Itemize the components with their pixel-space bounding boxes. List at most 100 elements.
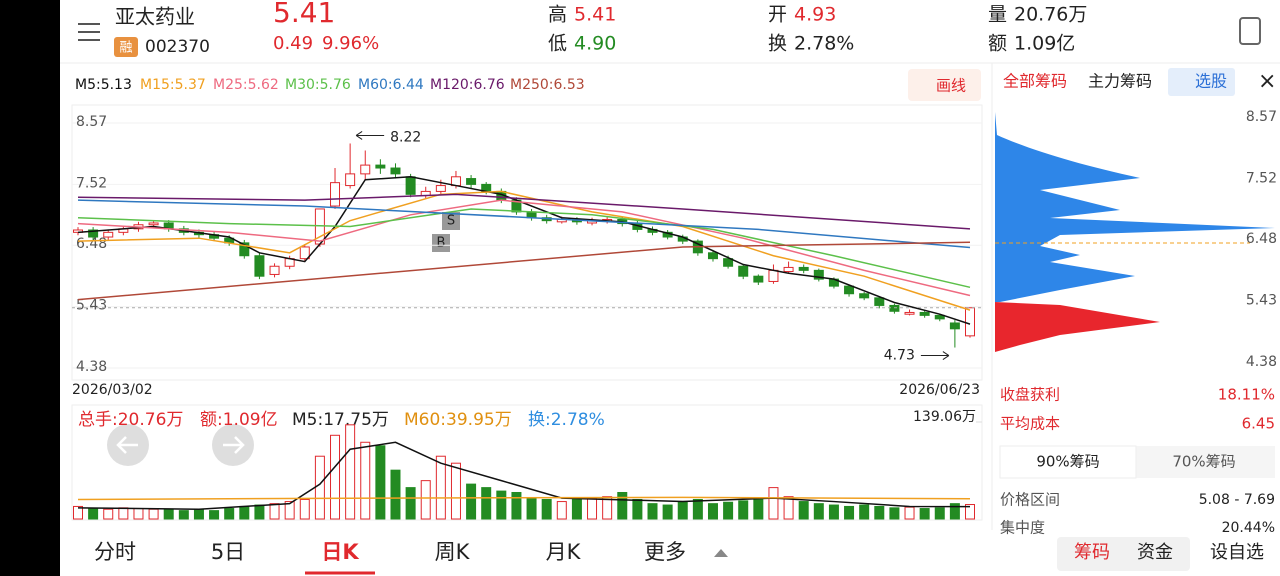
arrow-glyphs [116, 436, 245, 454]
candle-body [889, 304, 900, 312]
candle-body [919, 311, 930, 316]
ma-line [77, 176, 971, 325]
label: 额 [988, 33, 1007, 55]
volume-bar [859, 504, 870, 520]
candle-body [874, 297, 885, 306]
candle-body [269, 265, 280, 275]
legend-entry: M250:6.53 [510, 77, 585, 93]
volume-bar [798, 501, 809, 520]
chip-tab[interactable]: 选股 [1195, 72, 1227, 91]
label: 8.22 [390, 129, 421, 145]
volume-bar [314, 455, 325, 520]
candle-body [254, 255, 265, 277]
candle-body [844, 285, 855, 295]
candle-body [707, 252, 718, 260]
button[interactable]: 资金 [1137, 542, 1173, 563]
legend-entry: M5:5.13 [75, 77, 132, 93]
label: 6.48 [1246, 231, 1277, 247]
pick-tab-bg[interactable] [1168, 68, 1235, 96]
volume-bar [345, 424, 356, 520]
label: 高 [548, 4, 567, 26]
label: 20.76万 [1014, 4, 1087, 26]
volume-bar [889, 507, 900, 520]
label: 6.45 [1242, 415, 1275, 433]
button[interactable]: 设自选 [1210, 542, 1264, 563]
phone-icon[interactable] [1239, 17, 1261, 45]
volume-bar [103, 508, 114, 520]
candle-body [753, 275, 764, 283]
candle-body [103, 231, 114, 238]
volume-bar [707, 503, 718, 520]
volume-bar [571, 498, 582, 520]
volume-bar [632, 498, 643, 520]
label: 4.90 [574, 33, 616, 55]
label: 4.93 [794, 4, 836, 26]
tab[interactable]: 5日 [211, 540, 245, 564]
close-icon[interactable]: × [1258, 69, 1276, 94]
candle-body [330, 182, 341, 207]
volume-bar [768, 487, 779, 520]
tab[interactable]: 周K [435, 540, 471, 564]
button-group[interactable] [1057, 537, 1190, 571]
volume-bar [662, 504, 673, 520]
candle-body [390, 167, 401, 175]
button[interactable]: 筹码 [1074, 542, 1110, 563]
s-marker [442, 212, 460, 230]
volume-bar [466, 483, 477, 520]
tab[interactable]: 更多 [644, 540, 686, 564]
label: 0.49 [273, 33, 313, 54]
candle-body [965, 307, 975, 337]
tab[interactable]: 分时 [94, 540, 136, 564]
label: 18.11% [1218, 386, 1275, 404]
legend-entry: M120:6.76 [430, 77, 505, 93]
volume-bar [405, 487, 416, 520]
candle-body [360, 164, 371, 175]
legend-entry: M60:6.44 [358, 77, 424, 93]
chip-profit [995, 302, 1160, 352]
candle-body [768, 269, 779, 282]
toggle-option[interactable]: 90%筹码 [1036, 453, 1099, 471]
volume-bar [844, 505, 855, 520]
label: 20.44% [1222, 520, 1275, 536]
volume-bar [360, 441, 371, 520]
more-caret[interactable] [714, 549, 728, 557]
volume-bar [73, 505, 83, 520]
b-marker [432, 234, 450, 252]
volume-bar [526, 497, 537, 520]
volume-bar [738, 500, 749, 520]
volume-bar [284, 501, 295, 520]
volume-bar [178, 510, 189, 520]
volume-bar [163, 509, 174, 520]
volume-bar [224, 508, 235, 520]
label: 7.52 [1246, 170, 1277, 186]
volume-bar [934, 507, 945, 520]
chip-tab[interactable]: 全部筹码 [1003, 72, 1067, 91]
label: 4.73 [884, 348, 915, 364]
volume-bar [148, 508, 159, 520]
menu-icon[interactable] [78, 23, 100, 41]
label: 139.06万 [913, 409, 976, 425]
toggle-option[interactable]: 70%筹码 [1172, 453, 1235, 471]
legend-entry: M60:39.95万 [404, 410, 512, 430]
label: 5.08 - 7.69 [1199, 492, 1275, 508]
tab[interactable]: 日K [321, 540, 359, 564]
tab[interactable]: 月K [546, 540, 582, 564]
label: 融 [119, 41, 132, 56]
volume-bar [647, 503, 658, 520]
chip-tab[interactable]: 主力筹码 [1088, 72, 1152, 91]
volume-bar [723, 501, 734, 520]
ma-line [77, 496, 971, 501]
ma-line [77, 199, 971, 249]
label: 5.43 [1246, 293, 1277, 309]
candle-body [345, 173, 356, 187]
label: 6.48 [76, 236, 107, 252]
candle-body [813, 269, 824, 280]
ma-line [77, 208, 971, 289]
toggle-selected[interactable] [999, 445, 1137, 479]
volume-bar [481, 487, 492, 520]
candle-body [904, 311, 915, 315]
candle-body [859, 293, 870, 299]
draw-button-bg[interactable] [908, 69, 981, 101]
label: 8.57 [76, 114, 107, 130]
